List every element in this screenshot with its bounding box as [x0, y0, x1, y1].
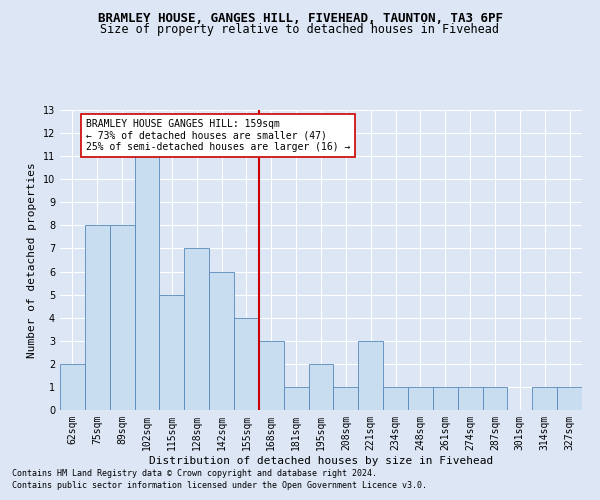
- Bar: [284, 387, 308, 410]
- Bar: [334, 387, 358, 410]
- Bar: [482, 387, 508, 410]
- Bar: [134, 156, 160, 410]
- Text: Contains HM Land Registry data © Crown copyright and database right 2024.: Contains HM Land Registry data © Crown c…: [12, 468, 377, 477]
- Y-axis label: Number of detached properties: Number of detached properties: [27, 162, 37, 358]
- Bar: [209, 272, 234, 410]
- Bar: [85, 226, 110, 410]
- Bar: [408, 387, 433, 410]
- Bar: [308, 364, 334, 410]
- Bar: [532, 387, 557, 410]
- Text: Size of property relative to detached houses in Fivehead: Size of property relative to detached ho…: [101, 22, 499, 36]
- Bar: [259, 341, 284, 410]
- Text: BRAMLEY HOUSE, GANGES HILL, FIVEHEAD, TAUNTON, TA3 6PF: BRAMLEY HOUSE, GANGES HILL, FIVEHEAD, TA…: [97, 12, 503, 26]
- Bar: [557, 387, 582, 410]
- Bar: [383, 387, 408, 410]
- Text: BRAMLEY HOUSE GANGES HILL: 159sqm
← 73% of detached houses are smaller (47)
25% : BRAMLEY HOUSE GANGES HILL: 159sqm ← 73% …: [86, 119, 350, 152]
- Bar: [433, 387, 458, 410]
- Bar: [458, 387, 482, 410]
- Text: Contains public sector information licensed under the Open Government Licence v3: Contains public sector information licen…: [12, 481, 427, 490]
- Bar: [60, 364, 85, 410]
- Bar: [234, 318, 259, 410]
- X-axis label: Distribution of detached houses by size in Fivehead: Distribution of detached houses by size …: [149, 456, 493, 466]
- Bar: [160, 294, 184, 410]
- Bar: [184, 248, 209, 410]
- Bar: [358, 341, 383, 410]
- Bar: [110, 226, 134, 410]
